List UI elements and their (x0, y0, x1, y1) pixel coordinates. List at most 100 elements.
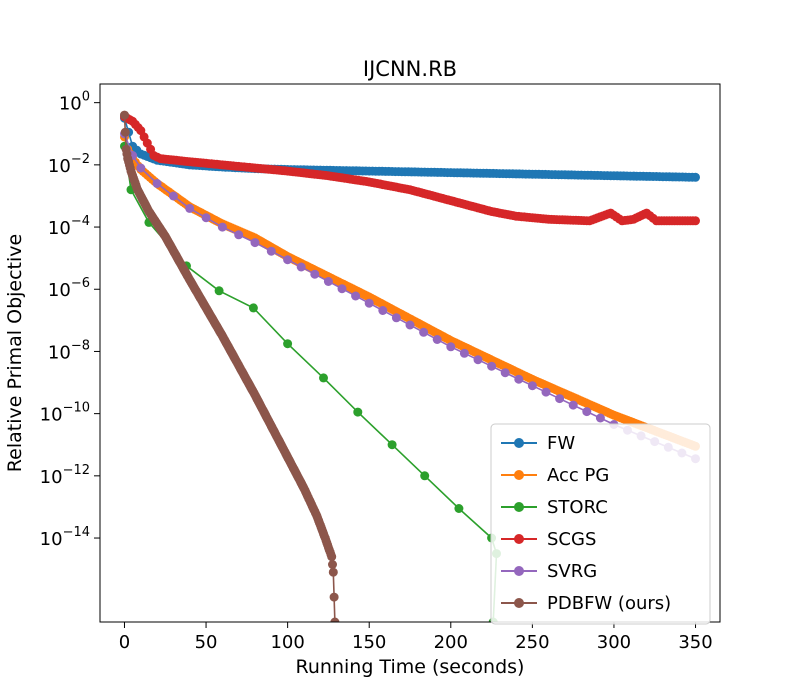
data-point-svrg (234, 230, 244, 240)
y-tick-exponent: −8 (71, 338, 90, 353)
y-tick-base: 10 (59, 94, 82, 115)
y-tick-label: 10−8 (48, 338, 90, 363)
y-tick-label: 10−4 (48, 214, 90, 239)
x-tick-label: 100 (270, 632, 304, 653)
legend-label-scgs: SCGS (547, 529, 596, 550)
legend: FW Acc PG STORC SCGS SVRG PDBFW (ours) (490, 423, 711, 625)
data-point-svrg (201, 213, 211, 223)
x-tick-label: 150 (352, 632, 386, 653)
data-point-storc (387, 440, 397, 450)
y-tick-exponent: −4 (71, 214, 90, 229)
legend-marker-svrg (514, 566, 524, 576)
data-point-storc (319, 373, 328, 383)
y-tick-base: 10 (48, 218, 71, 239)
legend-marker-acc-pg (514, 470, 524, 480)
legend-label-fw: FW (547, 433, 575, 454)
x-tick-label: 350 (678, 632, 712, 653)
y-tick-exponent: −2 (71, 152, 90, 167)
y-tick-label: 10−14 (40, 525, 90, 550)
data-point-svrg (541, 387, 551, 397)
y-tick-label: 10−10 (40, 401, 90, 426)
legend-label-acc-pg: Acc PG (547, 465, 609, 486)
data-point-svrg (217, 222, 227, 232)
series-line-acc-pg (123, 136, 696, 448)
data-point-svrg (459, 348, 469, 358)
data-point-svrg (136, 163, 146, 173)
data-point-svrg (568, 400, 578, 410)
data-point-svrg (500, 368, 510, 378)
x-tick-label: 250 (515, 632, 549, 653)
data-point-storc (420, 471, 430, 481)
y-tick-exponent: −10 (63, 401, 90, 416)
y-axis-label: Relative Primal Objective (4, 234, 26, 472)
y-tick-label: 10−2 (48, 152, 90, 177)
data-point-svrg (152, 179, 162, 188)
x-axis-label: Running Time (seconds) (296, 656, 525, 678)
data-point-svrg (378, 306, 388, 315)
y-tick-label: 10−12 (40, 463, 90, 488)
data-point-svrg (473, 355, 483, 365)
y-tick-exponent: −12 (63, 463, 90, 478)
data-point-svrg (555, 394, 565, 404)
data-point-svrg (487, 361, 497, 371)
y-tick-exponent: 0 (82, 90, 90, 105)
series-layer (120, 110, 700, 622)
data-point-pdbfw-ours (329, 592, 339, 602)
y-tick-base: 10 (48, 156, 71, 177)
legend-label-pdbfw-ours: PDBFW (ours) (547, 593, 671, 614)
y-tick-base: 10 (48, 280, 71, 301)
data-point-pdbfw-ours (120, 127, 130, 137)
data-point-svrg (446, 342, 456, 352)
data-point-storc (454, 504, 464, 513)
series-line-storc (123, 146, 498, 622)
data-point-pdbfw-ours (330, 617, 340, 622)
data-point-storc (283, 339, 293, 349)
data-point-svrg (168, 191, 178, 201)
x-tick-label: 50 (195, 632, 218, 653)
series-line-pdbfw-ours (123, 115, 336, 622)
data-point-svrg (351, 291, 361, 301)
data-point-storc (248, 303, 258, 313)
data-point-storc (214, 286, 224, 296)
data-point-pdbfw-ours (120, 110, 129, 120)
legend-marker-storc (514, 502, 524, 512)
y-tick-base: 10 (48, 342, 71, 363)
data-point-svrg (337, 284, 347, 294)
data-point-svrg (514, 374, 524, 384)
data-point-svrg (391, 313, 401, 323)
x-tick-label: 0 (119, 632, 130, 653)
data-point-pdbfw-ours (328, 567, 338, 577)
data-point-svrg (296, 262, 306, 272)
y-tick-base: 10 (40, 405, 63, 426)
y-tick-exponent: −6 (71, 276, 90, 291)
x-tick-label: 200 (434, 632, 468, 653)
data-point-storc (353, 407, 363, 417)
y-tick-base: 10 (40, 529, 63, 550)
data-point-svrg (250, 238, 260, 248)
data-point-svrg (266, 246, 276, 256)
data-point-pdbfw-ours (327, 552, 337, 562)
legend-box (490, 423, 711, 625)
data-point-pdbfw-ours (328, 560, 337, 569)
plot-frame (99, 83, 721, 623)
data-point-svrg (364, 298, 374, 308)
data-point-svrg (310, 269, 320, 279)
y-tick-exponent: −14 (63, 525, 90, 540)
data-point-svrg (432, 335, 442, 344)
data-point-svrg (405, 320, 415, 330)
data-point-svrg (283, 255, 293, 265)
legend-marker-scgs (514, 534, 524, 544)
data-point-fw (691, 172, 700, 182)
legend-marker-fw (514, 438, 524, 448)
data-point-svrg (582, 407, 592, 417)
y-tick-base: 10 (40, 467, 63, 488)
x-tick-label: 300 (597, 632, 631, 653)
legend-marker-pdbfw-ours (514, 598, 524, 608)
chart-title: IJCNN.RB (363, 57, 457, 81)
data-point-svrg (527, 381, 537, 391)
x-axis: 0 50 100 150 200 250 300 350 (119, 622, 713, 653)
legend-label-svrg: SVRG (547, 561, 597, 582)
data-point-scgs (691, 216, 700, 226)
